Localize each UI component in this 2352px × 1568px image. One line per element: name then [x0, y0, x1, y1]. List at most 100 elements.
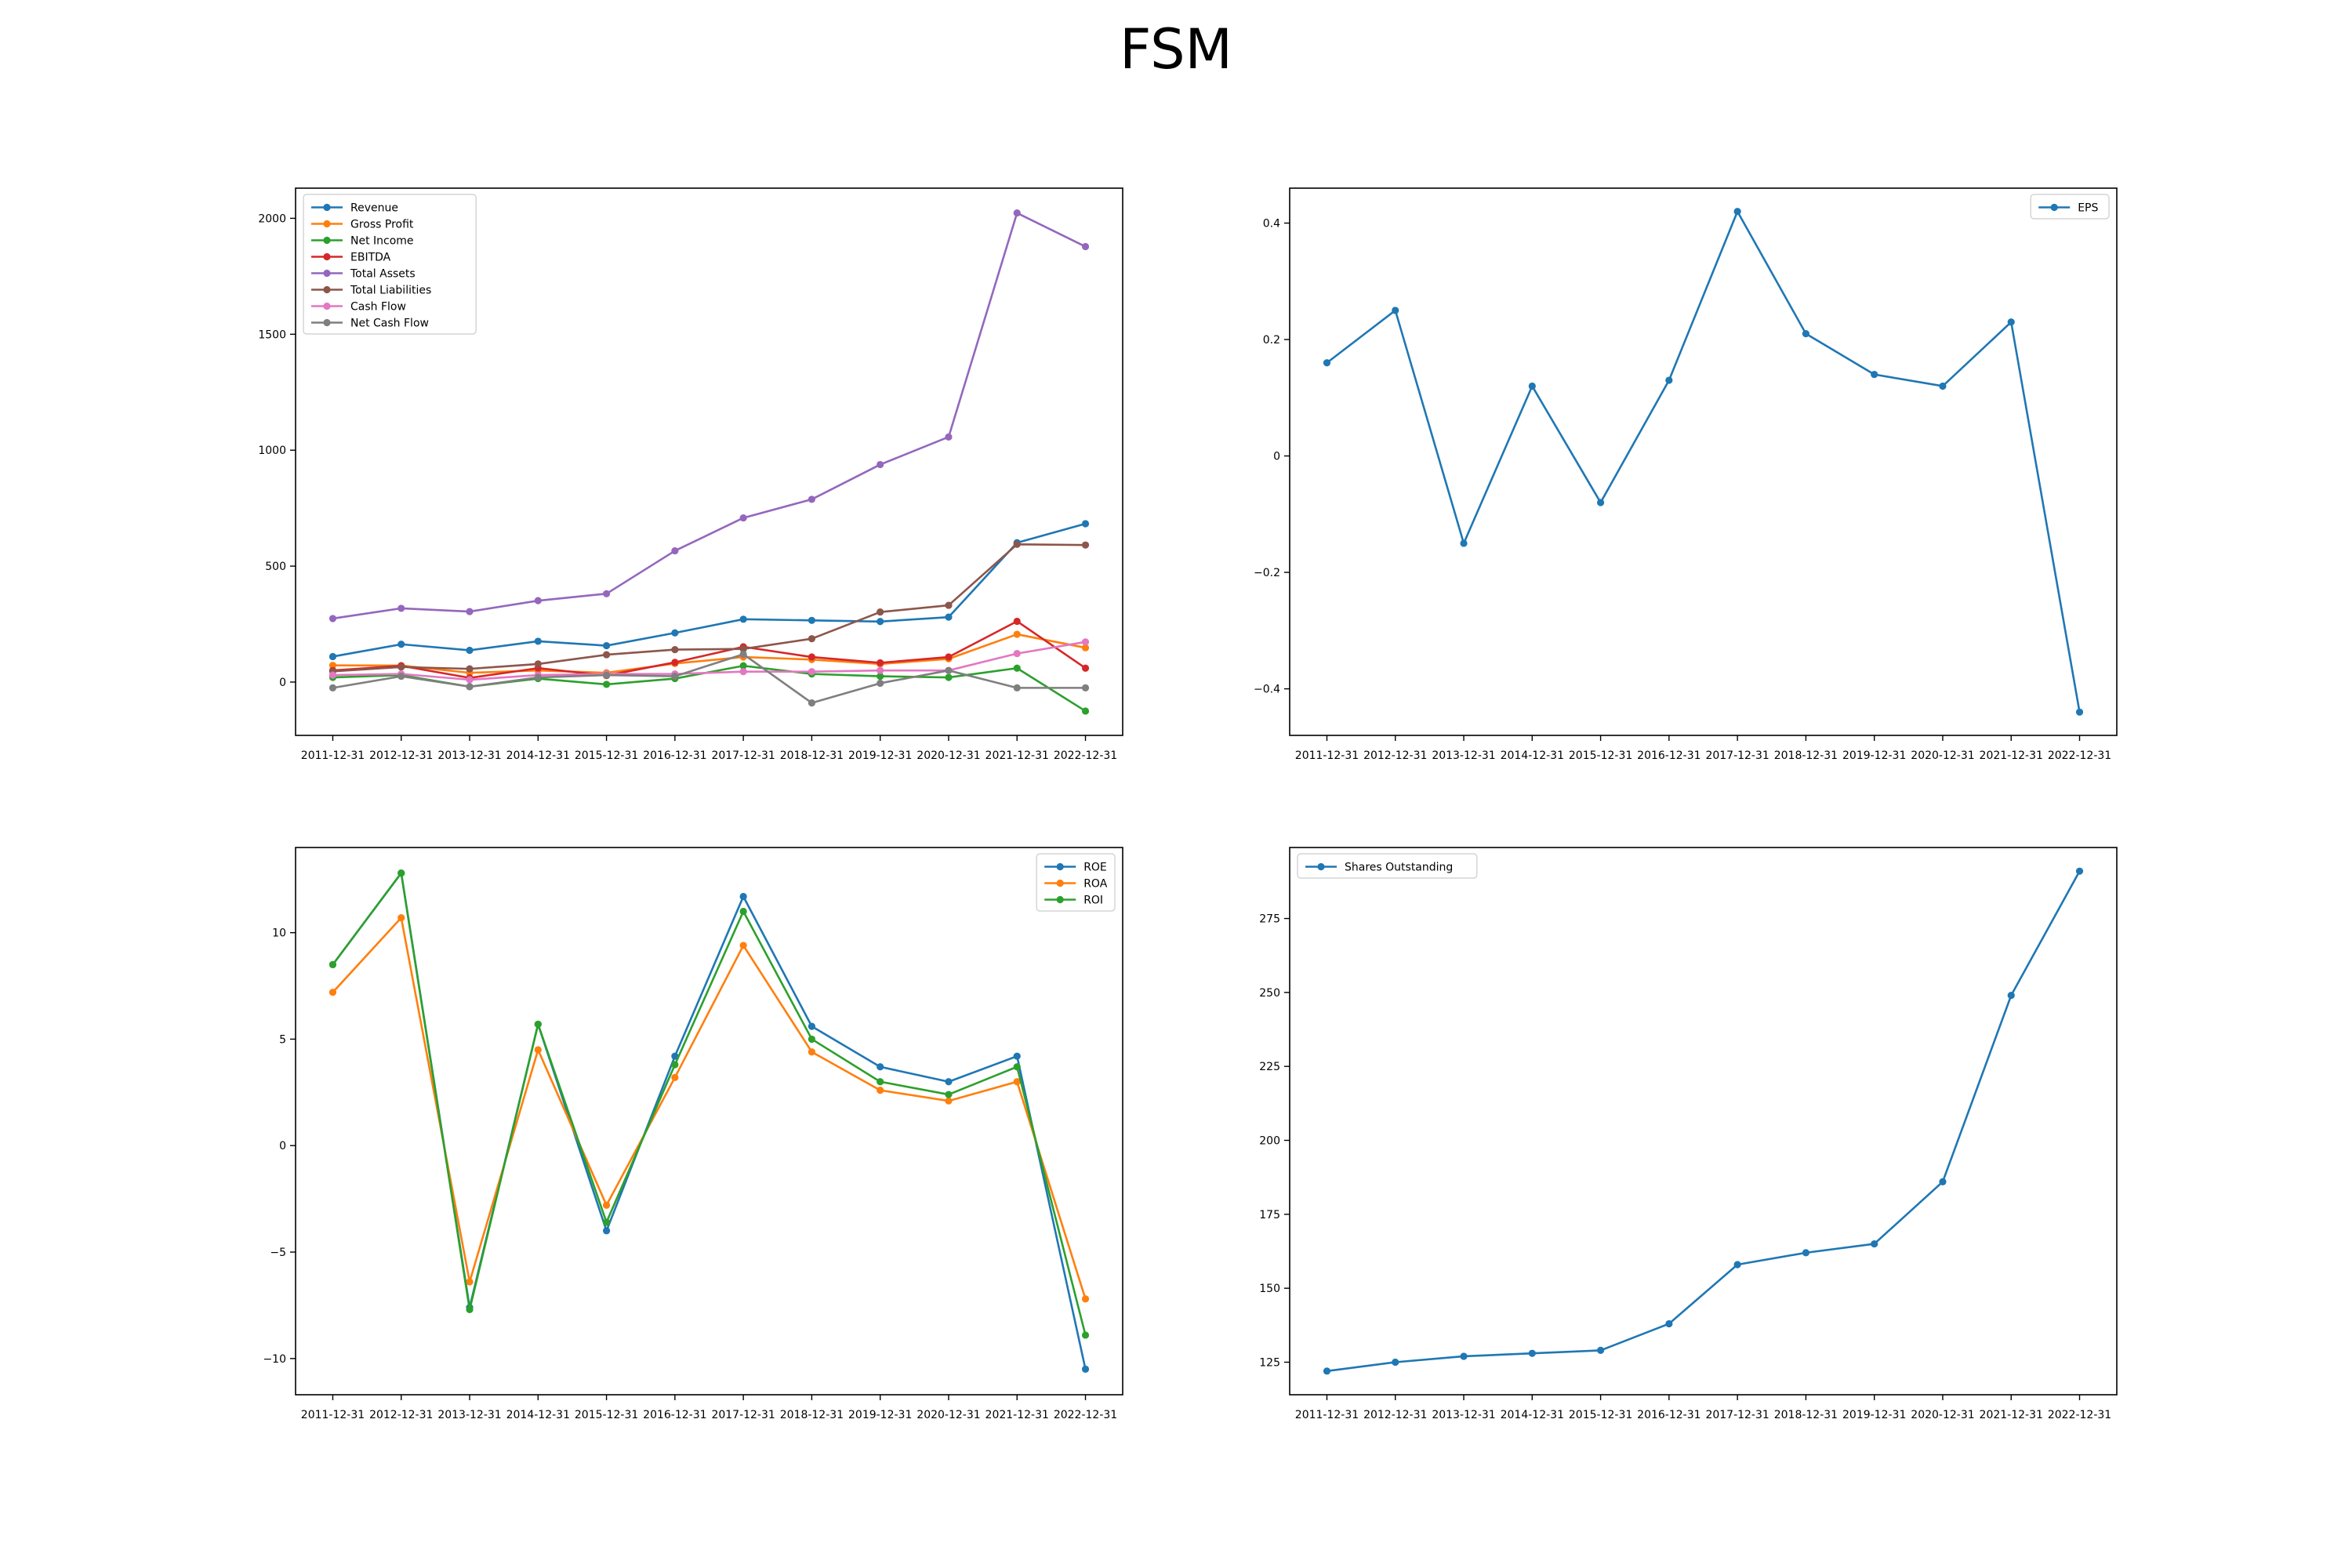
data-point: [739, 662, 747, 670]
x-tick-label: 2012-12-31: [1363, 1409, 1427, 1421]
data-point: [1081, 242, 1090, 251]
y-tick-label: −0.2: [1254, 567, 1280, 579]
data-point: [2075, 867, 2084, 875]
y-tick-label: 200: [1259, 1135, 1280, 1148]
data-point: [534, 660, 542, 668]
data-point: [808, 495, 816, 503]
y-tick-label: 0.4: [1263, 218, 1280, 230]
data-point: [1939, 1178, 1947, 1185]
y-tick-label: 250: [1259, 987, 1280, 1000]
data-point: [1871, 371, 1878, 379]
data-point: [671, 1052, 679, 1060]
series-line-cash-flow: [332, 641, 1086, 681]
data-point: [466, 665, 474, 673]
legend-marker: [323, 318, 331, 327]
y-tick-label: 1500: [258, 328, 286, 341]
legend-marker: [323, 269, 331, 278]
x-tick-label: 2021-12-31: [985, 1409, 1049, 1421]
data-point: [739, 645, 747, 653]
y-tick-label: 125: [1259, 1356, 1280, 1369]
series-line-roi: [332, 872, 1087, 1336]
data-point: [397, 641, 405, 648]
data-point: [1939, 382, 1947, 390]
series-line-roa: [332, 916, 1087, 1300]
data-point: [534, 1046, 542, 1054]
x-tick-label: 2011-12-31: [301, 1409, 365, 1421]
data-point: [808, 1035, 816, 1044]
x-tick-label: 2014-12-31: [506, 1409, 570, 1421]
data-point: [328, 684, 337, 691]
legend: ROE ROA ROI: [1036, 853, 1116, 912]
legend-label: ROA: [1083, 878, 1108, 891]
y-tick-label: 1000: [258, 445, 286, 457]
data-point: [602, 590, 611, 597]
data-point: [328, 989, 337, 996]
y-tick-label: 175: [1259, 1209, 1280, 1221]
legend-marker: [323, 252, 331, 261]
data-point: [1081, 664, 1090, 672]
series-line-net-cash-flow: [332, 653, 1086, 704]
series-line-ebitda: [332, 620, 1087, 679]
data-point: [877, 460, 884, 469]
x-tick-label: 2015-12-31: [575, 750, 638, 762]
data-point: [877, 1063, 884, 1071]
legend-marker: [323, 220, 331, 228]
x-tick-label: 2013-12-31: [1432, 750, 1495, 762]
data-point: [1013, 1063, 1021, 1071]
data-point: [1013, 664, 1021, 672]
data-point: [808, 1022, 816, 1030]
x-tick-label: 2017-12-31: [711, 1409, 775, 1421]
data-point: [466, 683, 474, 691]
legend-box: [1297, 853, 1478, 879]
data-point: [1528, 382, 1536, 390]
legend-label: ROI: [1083, 895, 1103, 907]
data-point: [1081, 1365, 1090, 1374]
x-tick-label: 2012-12-31: [1363, 750, 1427, 762]
x-tick-label: 2017-12-31: [1705, 750, 1769, 762]
axes-frame: [295, 187, 1123, 736]
axes-frame: [1289, 187, 2118, 736]
y-tick-label: 5: [279, 1033, 286, 1046]
series-line-total-liabilities: [332, 543, 1086, 673]
data-point: [1013, 617, 1021, 626]
x-tick-label: 2022-12-31: [2048, 750, 2111, 762]
data-point: [739, 907, 747, 916]
data-point: [466, 1305, 474, 1313]
y-tick-label: 150: [1259, 1283, 1280, 1295]
data-point: [671, 645, 679, 654]
data-point: [397, 914, 405, 922]
data-point: [739, 514, 747, 522]
data-point: [2007, 992, 2015, 1000]
data-point: [945, 1091, 953, 1098]
data-point: [1081, 1295, 1090, 1303]
data-point: [1802, 330, 1810, 338]
data-point: [671, 1061, 679, 1069]
legend-marker: [323, 302, 331, 310]
x-tick-label: 2020-12-31: [1911, 750, 1974, 762]
x-tick-label: 2016-12-31: [1637, 1409, 1700, 1421]
y-tick-label: 0: [279, 677, 286, 689]
data-point: [945, 601, 953, 609]
data-point: [1081, 684, 1090, 691]
x-tick-label: 2015-12-31: [575, 1409, 638, 1421]
data-point: [739, 892, 747, 901]
x-tick-label: 2016-12-31: [1637, 750, 1700, 762]
data-point: [739, 942, 747, 949]
x-tick-label: 2020-12-31: [1911, 1409, 1974, 1421]
x-tick-label: 2011-12-31: [1295, 750, 1359, 762]
legend-label: Total Assets: [350, 268, 416, 281]
data-point: [877, 618, 884, 626]
legend-label: Cash Flow: [350, 301, 406, 314]
x-tick-label: 2018-12-31: [1774, 750, 1838, 762]
data-point: [1460, 1352, 1468, 1360]
data-point: [945, 666, 953, 674]
data-point: [671, 659, 679, 666]
x-tick-label: 2021-12-31: [985, 750, 1049, 762]
data-point: [808, 1048, 816, 1056]
data-point: [534, 597, 542, 604]
series-line-revenue: [332, 522, 1086, 658]
data-point: [671, 629, 679, 637]
data-point: [1013, 540, 1021, 548]
data-point: [1665, 1319, 1673, 1328]
data-point: [1871, 1240, 1878, 1248]
